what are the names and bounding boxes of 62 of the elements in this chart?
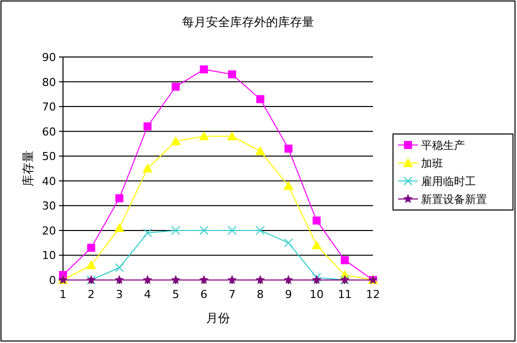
x-tick-label: 8 (256, 288, 264, 301)
x-tick-label: 6 (200, 288, 208, 301)
x-tick-label: 11 (338, 288, 352, 301)
point (172, 82, 180, 91)
x-tick-label: 12 (366, 288, 380, 301)
legend-label: 雇用临时工 (421, 175, 476, 188)
point (114, 222, 124, 232)
point (256, 275, 266, 284)
point (170, 275, 180, 284)
x-tick-label: 4 (144, 288, 152, 301)
y-tick-label: 40 (42, 174, 56, 188)
x-tick-label: 9 (284, 288, 292, 301)
point (171, 226, 180, 235)
point (142, 275, 152, 284)
y-tick-label: 50 (42, 150, 56, 164)
chart-title: 每月安全库存外的库存量 (182, 15, 314, 29)
x-tick-label: 2 (88, 288, 95, 301)
point (284, 144, 292, 153)
point (87, 244, 96, 252)
y-tick-label: 10 (42, 249, 56, 262)
point (227, 275, 237, 284)
y-tick-label: 0 (49, 274, 56, 287)
point (199, 275, 209, 284)
legend-label: 平稳生产 (421, 139, 465, 152)
y-tick-label: 90 (42, 51, 56, 64)
point (256, 226, 265, 235)
point (144, 122, 152, 130)
x-tick-label: 1 (60, 288, 66, 301)
point (340, 256, 349, 264)
point (198, 131, 209, 140)
point (283, 180, 294, 190)
point (199, 226, 208, 235)
point (143, 228, 152, 238)
point (312, 240, 322, 250)
x-tick-label: 5 (172, 288, 180, 301)
y-tick-label: 80 (42, 76, 56, 89)
x-tick-label: 10 (310, 288, 324, 301)
point (114, 275, 124, 284)
y-tick-label: 60 (42, 125, 56, 138)
point (284, 275, 294, 284)
x-tick-label: 7 (228, 288, 236, 301)
legend-label: 加班 (421, 157, 443, 170)
point (142, 164, 153, 172)
legend-label: 新置设备新置 (421, 193, 487, 206)
point (228, 70, 236, 78)
y-tick-label: 30 (42, 200, 56, 213)
point (115, 194, 124, 202)
y-tick-label: 20 (42, 224, 56, 238)
y-axis-title: 库存量 (21, 150, 35, 186)
point (200, 65, 208, 74)
point (227, 131, 238, 140)
point (284, 238, 293, 248)
x-tick-label: 3 (116, 288, 123, 301)
point (312, 216, 321, 225)
point (170, 136, 181, 146)
point (228, 226, 237, 235)
point (255, 146, 266, 156)
x-axis-title: 月份 (206, 311, 230, 325)
point (86, 260, 96, 270)
point (114, 263, 124, 272)
point (256, 95, 264, 104)
y-tick-label: 70 (42, 100, 56, 114)
